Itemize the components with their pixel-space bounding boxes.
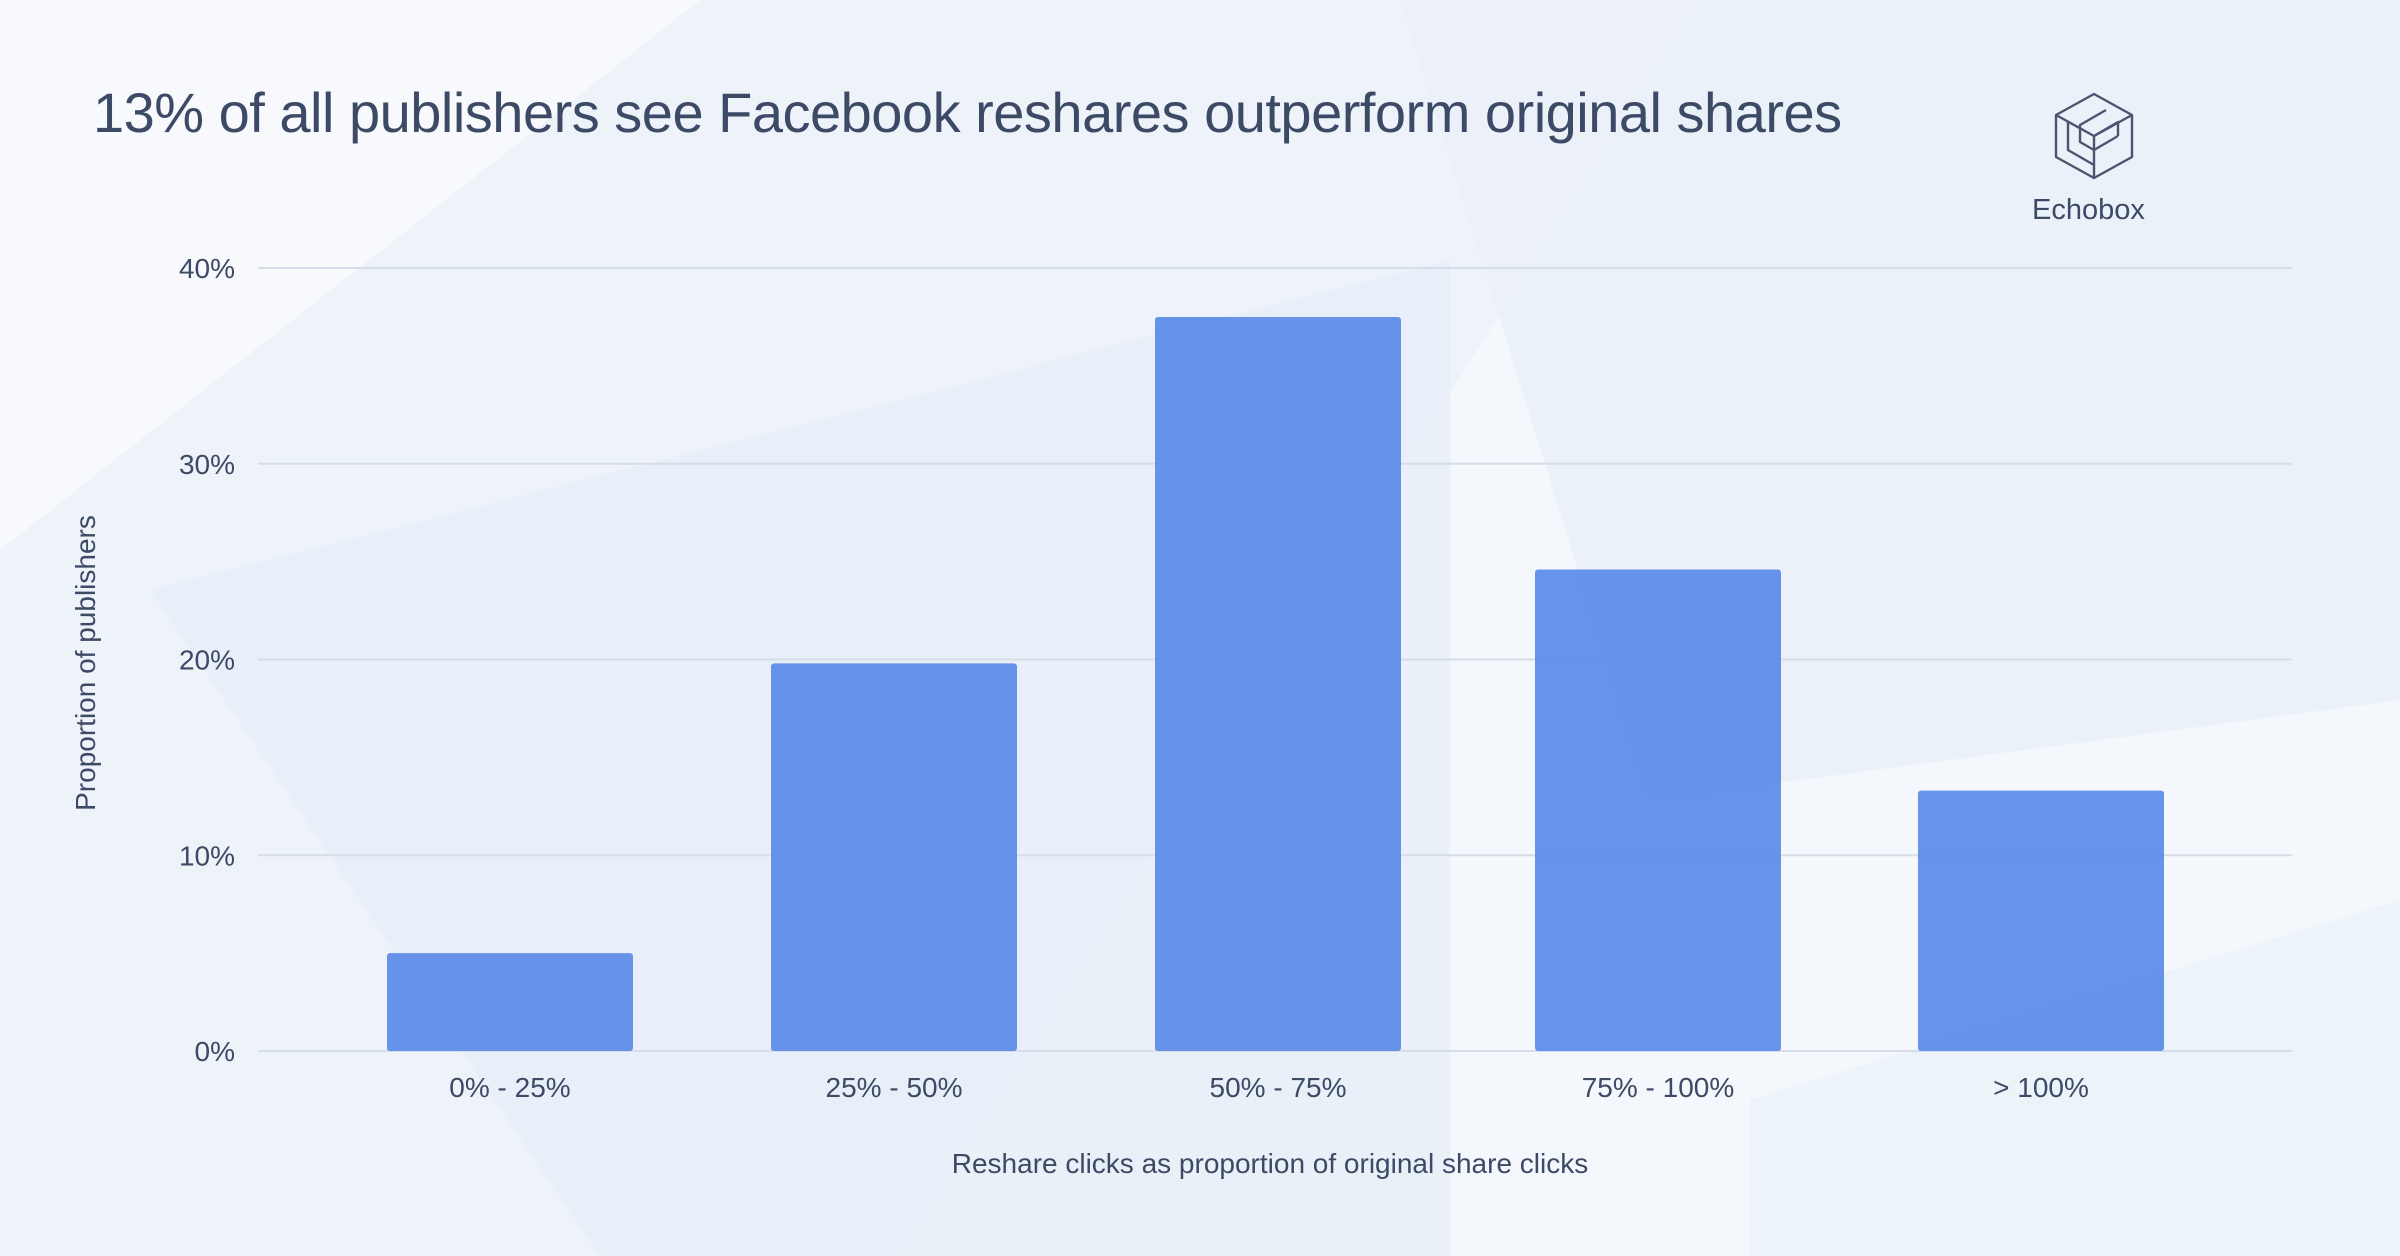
x-tick-label: > 100% — [1993, 1072, 2089, 1103]
chart-title: 13% of all publishers see Facebook resha… — [93, 81, 1842, 144]
y-axis-label: Proportion of publishers — [70, 515, 101, 811]
bars — [387, 316, 2164, 1051]
x-axis-label: Reshare clicks as proportion of original… — [951, 1148, 1589, 1179]
y-tick-label: 0% — [195, 1036, 235, 1067]
x-tick-label: 0% - 25% — [449, 1072, 570, 1103]
brand-logo: Echobox — [2020, 90, 2200, 240]
y-tick-label: 30% — [179, 449, 235, 480]
y-tick-label: 20% — [179, 645, 235, 676]
x-axis-ticks: 0% - 25% 25% - 50% 50% - 75% 75% - 100% > 10… — [449, 1072, 2089, 1103]
bar — [771, 663, 1017, 1051]
y-tick-label: 10% — [179, 840, 235, 871]
bar — [1918, 790, 2164, 1051]
x-tick-label: 50% - 75% — [1210, 1072, 1347, 1103]
bar — [387, 953, 633, 1051]
y-axis-ticks: 0% 10% 20% 30% 40% — [179, 253, 235, 1067]
x-tick-label: 25% - 50% — [826, 1072, 963, 1103]
bar — [1155, 316, 1401, 1051]
y-tick-label: 40% — [179, 253, 235, 284]
x-tick-label: 75% - 100% — [1582, 1072, 1735, 1103]
brand-name: Echobox — [2032, 194, 2145, 226]
echobox-cube-logo-icon — [2054, 92, 2134, 180]
bar — [1535, 569, 1781, 1051]
